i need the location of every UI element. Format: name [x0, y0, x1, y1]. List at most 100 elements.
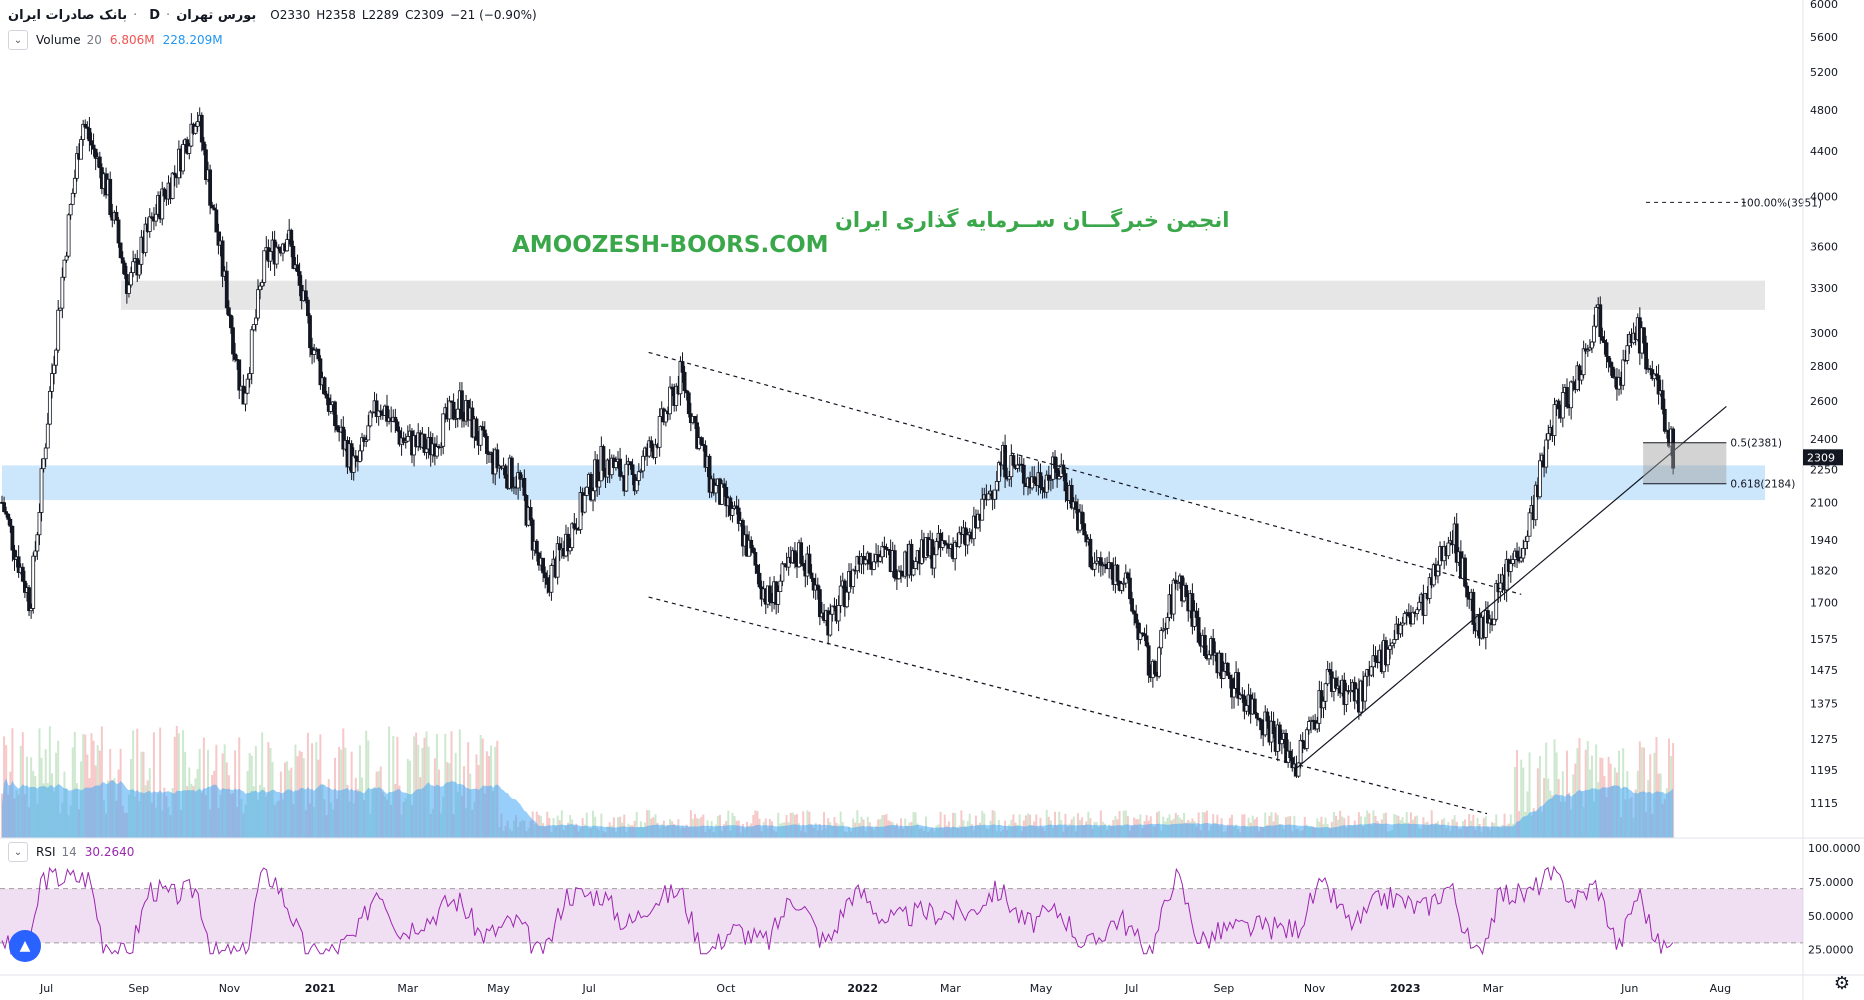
volume-bar	[392, 735, 395, 838]
candle	[809, 564, 814, 582]
candle	[1463, 554, 1467, 589]
time-tick-label: Sep	[128, 982, 149, 995]
candle	[1207, 650, 1211, 665]
candle	[1423, 592, 1428, 616]
candle	[1184, 582, 1189, 598]
candle	[368, 409, 373, 428]
trendline-1[interactable]	[648, 351, 1522, 595]
symbol-name[interactable]: بانک صادرات ایران	[8, 7, 128, 23]
candle	[1327, 662, 1332, 675]
candle	[1411, 606, 1415, 625]
candle	[518, 469, 523, 491]
candle	[1132, 609, 1137, 626]
collapse-rsi-button[interactable]: ⌄	[8, 842, 28, 862]
fibonacci-tool[interactable]: 100.00%(3951) 0.5(2381) 0.618(2184)	[1643, 197, 1822, 491]
volume-bar	[1545, 742, 1548, 838]
gear-icon[interactable]: ⚙	[1833, 973, 1850, 994]
candle	[1055, 457, 1060, 488]
volume-bar	[1513, 767, 1516, 838]
price-pane[interactable]	[0, 0, 1803, 838]
candle	[1569, 380, 1574, 420]
candle	[170, 171, 175, 200]
candle	[1084, 531, 1089, 547]
candle	[628, 461, 633, 470]
volume-bar	[173, 736, 176, 838]
rsi-line	[1, 865, 1674, 956]
candle	[276, 244, 281, 252]
candle	[1600, 327, 1605, 343]
candle	[97, 151, 102, 179]
support-zone[interactable]	[2, 465, 1765, 501]
candle	[1610, 362, 1615, 379]
trendline-2[interactable]	[648, 596, 1488, 815]
candle	[193, 122, 198, 135]
zones-layer	[2, 280, 1765, 501]
candle	[258, 282, 262, 300]
candle	[122, 260, 127, 280]
candle	[303, 279, 308, 304]
price-axis[interactable]: 6000 5600 5200 4800 4400 4000 3600 3300 3000 2800…	[1810, 0, 1838, 810]
candle	[1142, 627, 1147, 642]
candle	[360, 432, 364, 461]
candle	[189, 113, 194, 148]
candle	[85, 121, 90, 140]
price-tick-label: 2250	[1810, 464, 1838, 477]
candle	[312, 343, 317, 363]
time-tick-label: 2021	[305, 982, 336, 995]
candle	[47, 386, 52, 426]
volume-bar	[82, 733, 85, 838]
candle	[1073, 494, 1078, 514]
trendlines-layer[interactable]	[648, 351, 1727, 815]
price-tick-label: 4000	[1810, 190, 1838, 203]
candle	[730, 501, 735, 523]
candle	[460, 382, 464, 428]
candle	[932, 546, 937, 579]
candle	[214, 203, 219, 233]
candle	[1202, 627, 1207, 659]
rsi-pane	[0, 865, 1803, 956]
volume-bar	[1638, 741, 1641, 838]
volume-bar	[1118, 811, 1121, 838]
collapse-volume-button[interactable]: ⌄	[8, 30, 28, 50]
volume-bar	[1122, 810, 1125, 838]
candle	[566, 527, 570, 562]
candle	[422, 433, 427, 456]
candle	[913, 557, 918, 570]
trendline-3[interactable]	[1296, 406, 1727, 769]
candle	[385, 394, 389, 427]
candle	[1546, 424, 1551, 450]
rsi-axis[interactable]: 100.0000 75.0000 50.0000 25.0000	[1808, 842, 1861, 957]
candle	[1109, 562, 1114, 580]
candle	[52, 355, 56, 385]
candle	[1648, 365, 1653, 376]
candle	[149, 212, 154, 220]
candle	[1388, 638, 1393, 660]
candle	[364, 435, 369, 448]
volume-value: 6.806M	[109, 33, 155, 47]
candle	[686, 391, 691, 418]
volume-bar	[727, 810, 730, 838]
resistance-zone[interactable]	[120, 280, 1765, 310]
candle	[1019, 455, 1024, 473]
candle	[1082, 512, 1087, 536]
interval-label[interactable]: D	[149, 7, 161, 23]
volume-bar	[560, 810, 563, 838]
fib-label-0618: 0.618(2184)	[1730, 479, 1795, 491]
candle	[1263, 705, 1268, 738]
candle	[64, 251, 69, 263]
candle	[1415, 607, 1420, 621]
tradingview-logo-icon[interactable]: ▲	[9, 930, 41, 962]
fib-zone-rect[interactable]	[1643, 442, 1727, 484]
time-axis[interactable]: Jul Sep Nov 2021 Mar May Jul Oct 2022 Mar May Jul Se…	[39, 982, 1731, 995]
candle	[582, 487, 587, 514]
candle	[1417, 596, 1422, 612]
candle	[91, 133, 96, 157]
candle	[253, 309, 258, 332]
candle	[880, 541, 885, 564]
price-tick-label: 2400	[1810, 433, 1838, 446]
candle	[1255, 711, 1259, 727]
candle	[1319, 681, 1324, 719]
price-tick-label: 1575	[1810, 633, 1838, 646]
candle	[306, 296, 310, 324]
